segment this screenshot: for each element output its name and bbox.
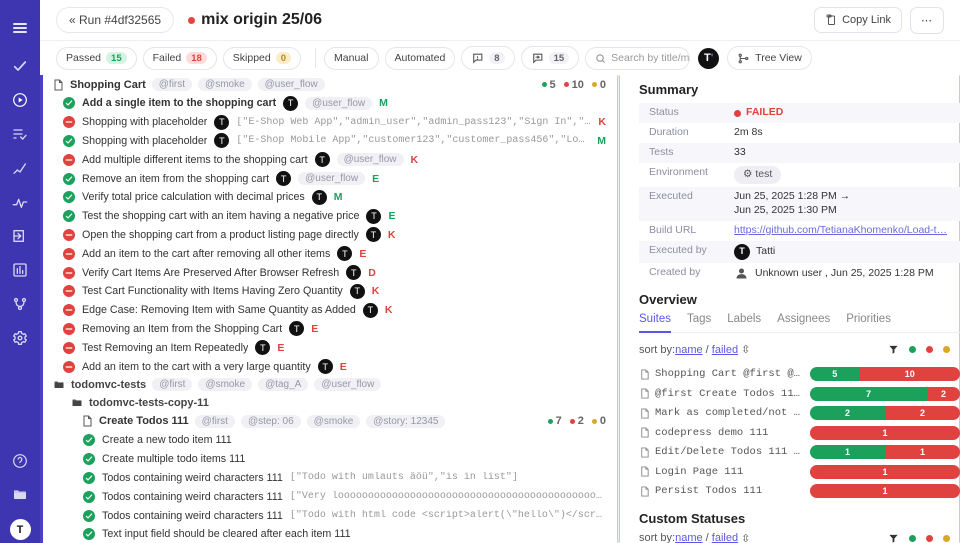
svg-text:T: T bbox=[17, 524, 24, 536]
